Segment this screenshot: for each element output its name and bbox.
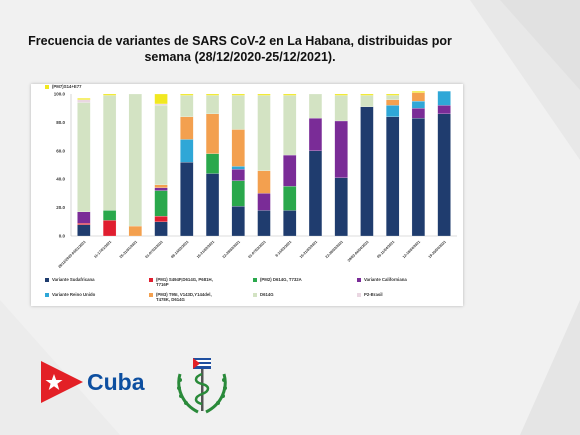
bar-segment: [206, 93, 220, 96]
bar-segment: [77, 102, 91, 212]
bar-segment: [231, 166, 245, 170]
bar-segment: [154, 103, 168, 106]
bar-segment: [257, 193, 271, 211]
x-tick-label: 11-17/01/2021: [93, 240, 112, 259]
bar-segment: [411, 101, 425, 109]
bar-segment: [386, 93, 400, 96]
bar-segment: [334, 177, 348, 237]
bar-segment: [334, 93, 348, 96]
bar-segment: [257, 93, 271, 96]
bar-segment: [308, 118, 322, 151]
bar-segment: [386, 116, 400, 237]
bar-segment: [283, 95, 297, 156]
page-title: Frecuencia de variantes de SARS CoV-2 en…: [28, 34, 452, 64]
bar-segment: [206, 95, 220, 114]
bar-segment: [231, 93, 245, 96]
bar-segment: [411, 92, 425, 102]
bar-segment: [103, 220, 117, 237]
bar-segment: [334, 95, 348, 122]
bar-segment: [386, 105, 400, 117]
bar-segment: [231, 206, 245, 237]
cuba-flag-icon: [41, 361, 83, 403]
bar-segment: [360, 106, 374, 237]
bar-segment: [360, 95, 374, 107]
x-tick-label: 01-07/02/2021: [145, 240, 164, 259]
bar-segment: [77, 223, 91, 225]
bar-segment: [154, 184, 168, 188]
bar-segment: [411, 91, 425, 93]
bar-segment: [180, 116, 194, 140]
cuba-logo-text: Cuba: [87, 368, 145, 395]
bar-segment: [231, 180, 245, 207]
x-tick-label: 15-21/03/2021: [299, 240, 318, 259]
y-tick-label: 0.0: [59, 234, 66, 239]
bar-segment: [180, 93, 194, 96]
y-tick-label: 100.0: [54, 92, 66, 97]
bar-segment: [308, 150, 322, 237]
bar-segment: [154, 190, 168, 217]
y-tick-label: 80.0: [56, 120, 65, 125]
bar-segment: [77, 224, 91, 237]
x-tick-label: 12-18/04/2021: [402, 240, 421, 259]
bar-segment: [411, 108, 425, 119]
bar-segment: [386, 99, 400, 106]
bar-segment: [437, 113, 451, 237]
bar-segment: [283, 210, 297, 237]
bar-segment: [77, 98, 91, 100]
x-tick-label: 19-25/04/2021: [428, 240, 447, 259]
medical-emblem-icon: [177, 358, 227, 414]
y-tick-label: 20.0: [56, 205, 65, 210]
bar-segment: [103, 210, 117, 221]
bar-segment: [231, 95, 245, 130]
bar-segment: [180, 95, 194, 117]
bar-segment: [283, 186, 297, 211]
bar-segment: [308, 93, 322, 119]
bar-segment: [257, 210, 271, 237]
bar-segment: [283, 154, 297, 187]
bar-segment: [128, 93, 142, 227]
bar-segment: [180, 162, 194, 237]
bar-segment: [206, 153, 220, 174]
x-tick-label: 28/12/2020-03/01/2021: [57, 240, 86, 269]
bar-segment: [154, 105, 168, 185]
bar-segment: [334, 120, 348, 178]
x-tick-label: 29/03-04/04/2021: [347, 240, 370, 263]
bar-segment: [257, 170, 271, 194]
bar-segment: [231, 169, 245, 181]
x-tick-label: 22-28/02/2021: [222, 240, 241, 259]
bar-segment: [77, 211, 91, 224]
bar-segment: [154, 187, 168, 191]
bar-segment: [386, 95, 400, 100]
x-tick-label: 01-07/03/2021: [247, 240, 266, 259]
bar-segment: [411, 118, 425, 237]
x-tick-label: 8-14/03/2021: [275, 240, 293, 258]
cuba-logo: Cuba: [41, 361, 145, 403]
bar-segment: [103, 93, 117, 96]
bar-segment: [180, 139, 194, 163]
bar-segment: [77, 99, 91, 103]
x-tick-label: 08-14/02/2021: [170, 240, 189, 259]
bar-segment: [360, 93, 374, 96]
x-tick-label: 15-21/02/2021: [196, 240, 215, 259]
x-tick-label: 22-28/03/2021: [325, 240, 344, 259]
bar-segment: [437, 105, 451, 114]
x-tick-label: 25-31/01/2021: [119, 240, 138, 259]
bar-segment: [206, 173, 220, 237]
bar-segment: [206, 113, 220, 154]
y-tick-label: 40.0: [56, 177, 65, 182]
bar-segment: [283, 93, 297, 96]
chart-panel: 0.0 20.0 40.0 60.0 80.0 100.0 28/12/2020-03/01…: [31, 84, 463, 306]
bar-segment: [437, 91, 451, 106]
stacked-bar-chart: 0.0 20.0 40.0 60.0 80.0 100.0 28/12/2020-03/01…: [54, 91, 457, 269]
y-tick-label: 60.0: [56, 148, 65, 153]
bar-segment: [257, 95, 271, 171]
bar-segment: [103, 95, 117, 211]
bar-segment: [154, 221, 168, 237]
bar-segment: [154, 93, 168, 105]
x-tick-label: 05-11/04/2021: [376, 240, 395, 259]
bar-segment: [231, 129, 245, 167]
bar-segment: [154, 216, 168, 222]
bar-segment: [128, 225, 142, 237]
